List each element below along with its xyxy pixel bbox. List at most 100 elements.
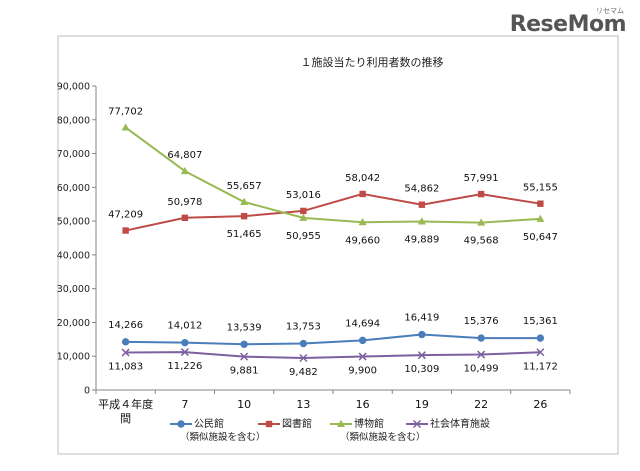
data-label: 16,419 <box>404 313 439 324</box>
data-label: 51,465 <box>227 229 262 240</box>
y-tick-label: 40,000 <box>57 250 90 261</box>
data-label: 57,991 <box>464 173 499 184</box>
series-line <box>125 192 541 232</box>
x-tick-label: 間 <box>120 412 131 425</box>
data-label: 15,376 <box>464 316 499 327</box>
legend-swatch <box>406 419 428 429</box>
marker-stroke <box>417 351 426 360</box>
data-point-marker <box>417 217 426 225</box>
data-label: 55,657 <box>227 181 262 192</box>
data-label: 53,016 <box>286 190 321 201</box>
y-tick-label: 50,000 <box>57 217 90 228</box>
legend-label: 公民館 <box>194 419 224 430</box>
y-tick-label: 70,000 <box>57 149 90 160</box>
data-point-marker <box>265 420 273 428</box>
data-point-marker <box>180 166 189 175</box>
x-tick-label: 19 <box>415 398 429 411</box>
data-point-marker <box>418 330 426 339</box>
data-point-marker <box>240 212 248 220</box>
data-point-marker <box>181 338 189 347</box>
data-label: 15,361 <box>523 316 558 327</box>
data-point-marker <box>412 419 422 429</box>
legend-item: 博物館 （類似施設を含む） <box>330 419 426 444</box>
data-point-marker <box>240 197 249 206</box>
marker-stroke <box>240 352 249 361</box>
logo-subtext: リセマム <box>596 7 624 15</box>
data-label: 49,568 <box>464 236 499 247</box>
legend-item: 社会体育施設 <box>406 419 490 431</box>
x-tick-label: 26 <box>533 398 547 411</box>
marker-stroke <box>299 353 308 363</box>
y-tick-label: 80,000 <box>57 115 90 126</box>
data-label: 50,978 <box>167 197 202 208</box>
data-point-marker <box>122 227 129 234</box>
data-label: 13,539 <box>227 322 262 333</box>
legend-item: 図書館 <box>258 419 312 431</box>
x-tick-label: 22 <box>474 398 488 411</box>
data-point-marker <box>299 353 308 363</box>
data-point-marker <box>358 336 367 345</box>
legend-label-note: （類似施設を含む） <box>340 432 426 443</box>
x-tick-label: 平成４年度 <box>98 397 153 411</box>
y-tick-label: 10,000 <box>57 352 90 363</box>
legend-label: 図書館 <box>282 419 312 430</box>
data-point-marker <box>418 201 426 208</box>
chart-legend: 公民館 （類似施設を含む） 図書館 博物館 （類似施設を含む） 社会体育施設 <box>170 419 500 446</box>
data-point-marker <box>240 352 249 361</box>
data-point-marker <box>536 214 545 222</box>
data-label: 9,482 <box>289 367 318 378</box>
marker-stroke <box>412 419 422 429</box>
data-point-marker <box>477 350 486 359</box>
data-label: 58,042 <box>345 173 380 184</box>
data-point-marker <box>477 334 485 342</box>
data-point-marker <box>121 123 130 131</box>
y-tick-label: 0 <box>84 386 90 397</box>
data-label: 77,702 <box>108 107 143 118</box>
data-point-marker <box>299 213 308 221</box>
resemom-logo: ReseMom リセマム <box>510 7 627 37</box>
chart-title: １施設当たり利用者数の推移 <box>301 55 444 69</box>
legend-label-note: （類似施設を含む） <box>180 432 266 443</box>
data-point-marker <box>121 338 130 346</box>
data-point-marker <box>477 190 485 198</box>
data-label: 14,012 <box>167 321 202 332</box>
data-point-marker <box>337 419 345 427</box>
data-label: 50,647 <box>523 232 558 243</box>
series-line <box>125 126 541 224</box>
chart-data-labels: 14,266 14,012 13,539 13,753 14,694 16,419 15,3… <box>108 107 558 378</box>
marker-stroke <box>536 348 545 357</box>
data-label: 14,266 <box>108 320 143 331</box>
data-point-marker <box>537 200 544 207</box>
legend-item: 公民館 （類似施設を含む） <box>170 419 266 444</box>
y-tick-label: 20,000 <box>57 318 90 329</box>
data-label: 13,753 <box>286 322 321 333</box>
data-label: 64,807 <box>167 150 202 161</box>
chart-border <box>57 35 619 455</box>
series-line <box>125 333 541 346</box>
data-point-marker <box>417 351 426 360</box>
data-label: 47,209 <box>108 210 143 221</box>
legend-label: 社会体育施設 <box>430 419 490 430</box>
y-tick-label: 30,000 <box>57 284 90 295</box>
legend-swatch <box>258 420 280 428</box>
data-point-marker <box>358 218 367 226</box>
data-label: 50,955 <box>286 231 321 242</box>
data-label: 49,889 <box>404 234 439 245</box>
data-point-marker <box>121 348 130 357</box>
data-point-marker <box>177 420 185 428</box>
data-label: 54,862 <box>404 184 439 195</box>
legend-swatch <box>330 419 352 427</box>
data-label: 10,309 <box>404 364 439 375</box>
marker-stroke <box>477 350 486 359</box>
x-tick-label: 16 <box>356 398 370 411</box>
chart-series <box>121 123 545 363</box>
data-point-marker <box>359 190 366 198</box>
data-point-marker <box>300 207 307 215</box>
data-label: 10,499 <box>464 364 499 375</box>
data-label: 9,881 <box>230 366 259 377</box>
x-tick-label: 13 <box>296 398 310 411</box>
legend-swatch <box>170 420 192 428</box>
data-point-marker <box>180 348 189 357</box>
y-tick-label: 60,000 <box>57 183 90 194</box>
